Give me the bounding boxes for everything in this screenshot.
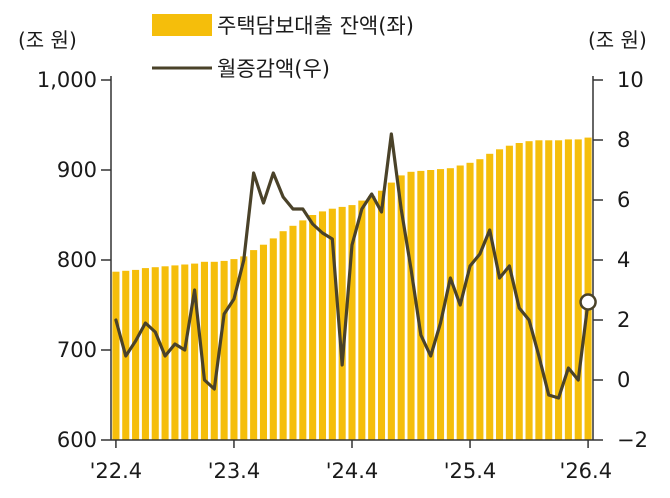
bar	[387, 182, 395, 440]
bar	[436, 169, 445, 440]
bar	[220, 260, 228, 440]
bar	[181, 264, 189, 440]
bar	[191, 263, 199, 440]
legend-bar-swatch	[152, 14, 212, 36]
bar	[240, 256, 248, 440]
bar	[210, 261, 218, 440]
bar	[151, 267, 159, 440]
bar	[486, 153, 494, 441]
bar	[289, 225, 297, 440]
bar	[171, 265, 179, 440]
bar	[407, 171, 415, 441]
left-tick-label: 800	[57, 248, 97, 272]
bar	[417, 170, 425, 440]
left-axis-ticks: 600 700 800 900 1,000	[37, 68, 111, 452]
right-tick-label: 2	[617, 308, 630, 332]
bar	[505, 145, 513, 440]
bar	[338, 206, 346, 440]
right-axis-ticks: −2 0 2 4 6 8 10	[593, 68, 648, 452]
right-axis-unit: (조 원)	[588, 28, 647, 52]
x-tick-label: '24.4	[326, 459, 379, 483]
bar	[269, 238, 277, 440]
bar	[328, 208, 336, 440]
bar	[574, 139, 582, 440]
legend-bar-label: 주택담보대출 잔액(좌)	[217, 14, 414, 38]
bar	[564, 139, 572, 440]
left-tick-label: 700	[57, 338, 97, 362]
legend: 주택담보대출 잔액(좌) 월증감액(우)	[152, 14, 414, 81]
right-tick-label: 0	[617, 368, 630, 392]
bar	[584, 137, 592, 440]
left-tick-label: 600	[57, 428, 97, 452]
bar	[397, 175, 405, 440]
bar	[377, 190, 386, 440]
bar	[525, 141, 533, 440]
x-tick-label: '25.4	[444, 459, 497, 483]
right-tick-label: 6	[617, 188, 630, 212]
bar	[141, 268, 149, 440]
line-series-layer	[114, 132, 597, 400]
bar	[279, 231, 287, 440]
bar	[309, 215, 317, 440]
bar	[466, 162, 474, 441]
bar	[259, 244, 268, 440]
x-axis-ticks: '22.4 '23.4 '24.4 '25.4 '26.4	[90, 440, 612, 483]
monthly-change-line	[114, 132, 590, 400]
right-tick-label: −2	[617, 428, 648, 452]
right-tick-label: 4	[617, 248, 630, 272]
bar	[132, 269, 140, 440]
bar	[112, 271, 120, 440]
x-tick-label: '22.4	[90, 459, 143, 483]
right-tick-label: 10	[617, 68, 644, 92]
bar	[348, 205, 356, 440]
bar	[200, 261, 208, 440]
bar	[555, 140, 563, 441]
bar	[515, 143, 523, 440]
bar	[496, 149, 504, 441]
bar	[535, 140, 543, 441]
x-tick-label: '23.4	[208, 459, 261, 483]
bar	[427, 170, 435, 440]
bar	[358, 200, 366, 440]
last-point-marker	[579, 293, 597, 311]
x-tick-label: '26.4	[560, 459, 613, 483]
bar	[299, 220, 307, 440]
bar	[476, 159, 484, 440]
bar	[368, 196, 376, 440]
right-tick-label: 8	[617, 128, 630, 152]
bar-series	[112, 137, 592, 441]
bar	[230, 259, 238, 440]
bar	[318, 211, 327, 440]
bar	[250, 250, 258, 440]
left-axis-unit: (조 원)	[18, 28, 77, 52]
bar	[545, 140, 553, 441]
bar	[446, 168, 454, 440]
legend-line-label: 월증감액(우)	[217, 57, 330, 81]
left-tick-label: 900	[57, 158, 97, 182]
left-tick-label: 1,000	[37, 68, 97, 92]
